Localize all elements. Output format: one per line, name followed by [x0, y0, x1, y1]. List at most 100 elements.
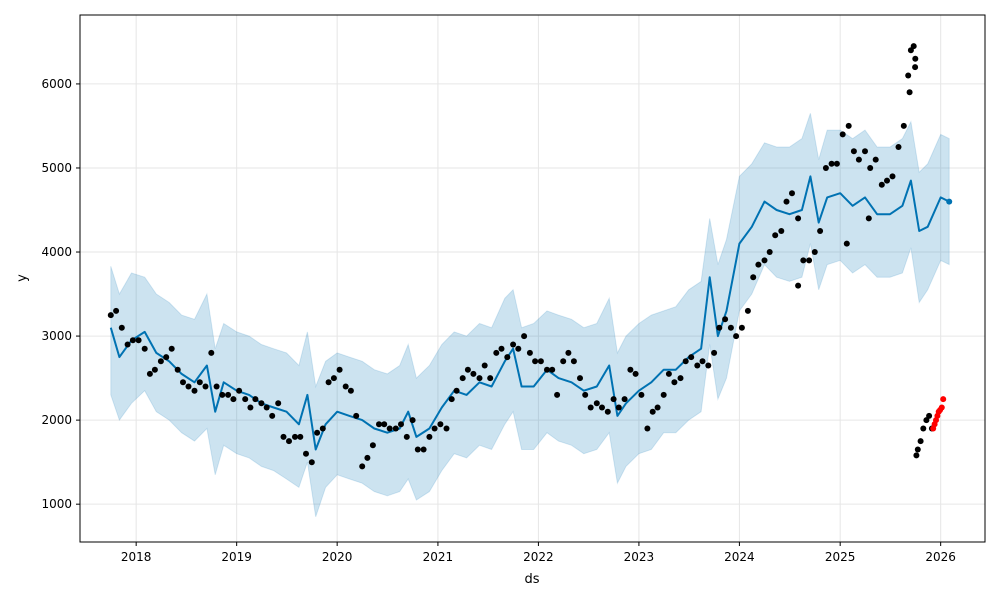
observed-point [839, 131, 846, 138]
observed-point [828, 160, 835, 167]
y-tick-label: 5000 [41, 161, 72, 175]
observed-point [493, 349, 500, 356]
x-tick-label: 2021 [423, 550, 454, 564]
observed-point [297, 433, 304, 440]
observed-point [213, 383, 220, 390]
observed-point [867, 165, 874, 171]
observed-point [910, 43, 917, 50]
observed-point [711, 349, 718, 356]
observed-point [872, 156, 879, 163]
observed-point [694, 362, 701, 369]
observed-point [476, 375, 483, 382]
observed-point [565, 349, 572, 356]
observed-point [319, 425, 326, 432]
observed-point [376, 421, 382, 428]
observed-point [225, 391, 232, 398]
observed-point [247, 404, 254, 411]
y-tick-label: 6000 [41, 77, 72, 91]
observed-point [884, 177, 890, 184]
observed-point [644, 425, 651, 432]
observed-point [252, 396, 259, 403]
observed-point [913, 452, 920, 459]
observed-point [168, 345, 175, 352]
y-tick-label: 2000 [41, 413, 72, 427]
observed-point [242, 396, 249, 403]
observed-point [738, 324, 745, 331]
observed-point [926, 412, 933, 419]
observed-point [843, 240, 850, 247]
observed-point [833, 160, 840, 167]
observed-point [544, 366, 550, 373]
observed-point [855, 156, 862, 163]
observed-point [920, 425, 927, 432]
observed-point [386, 425, 393, 432]
observed-point [632, 370, 639, 377]
x-tick-label: 2026 [925, 550, 956, 564]
observed-point [353, 412, 360, 419]
observed-point [263, 404, 270, 411]
plot-frame [79, 14, 986, 543]
x-tick-label: 2025 [825, 550, 856, 564]
y-tick-label: 1000 [41, 497, 72, 511]
observed-point [191, 387, 198, 394]
y-tick-label: 4000 [41, 245, 72, 259]
observed-point [850, 148, 857, 155]
observed-point [510, 341, 517, 348]
observed-point [682, 358, 689, 365]
observed-point [236, 387, 243, 394]
observed-point [180, 379, 186, 386]
observed-point [615, 404, 622, 411]
observed-point [113, 307, 120, 314]
observed-point [906, 89, 913, 96]
observed-point [627, 366, 634, 373]
observed-point [862, 148, 868, 155]
observed-point [330, 375, 337, 382]
observed-point [593, 400, 600, 407]
x-tick-label: 2019 [221, 550, 252, 564]
observed-point [795, 215, 802, 222]
observed-point [151, 366, 158, 373]
observed-point [705, 362, 712, 369]
observed-point [665, 370, 672, 377]
grid-layer [80, 15, 985, 542]
observed-point [275, 400, 282, 407]
observed-point [521, 333, 528, 340]
observed-point [772, 232, 779, 239]
observed-point [914, 446, 921, 453]
observed-point [917, 438, 924, 445]
x-tick-label: 2018 [121, 550, 152, 564]
observed-point [577, 375, 583, 382]
observed-point [677, 375, 684, 382]
observed-point [638, 391, 645, 398]
observed-point [822, 165, 829, 171]
observed-point [202, 383, 209, 390]
observed-point [196, 379, 203, 386]
observed-point [146, 370, 153, 377]
observed-point [744, 307, 751, 314]
observed-point [599, 404, 605, 411]
observed-point [129, 337, 136, 344]
uncertainty-band [110, 113, 950, 517]
observed-point [342, 383, 349, 390]
observed-point [498, 345, 505, 352]
observed-point [582, 391, 589, 398]
observed-point [889, 173, 896, 180]
x-tick-label: 2023 [624, 550, 655, 564]
observed-point [230, 396, 237, 403]
observed-point [895, 144, 902, 150]
observed-point [280, 433, 287, 440]
y-tick-label: 3000 [41, 329, 72, 343]
observed-point [292, 433, 298, 440]
observed-point [878, 181, 885, 188]
observed-point [761, 257, 768, 264]
observed-point [448, 396, 455, 403]
observed-point [453, 387, 460, 394]
highlighted-point [938, 404, 945, 411]
observed-point [727, 324, 734, 331]
observed-point [504, 354, 511, 361]
observed-point [325, 379, 332, 386]
observed-point [621, 396, 628, 403]
observed-point [532, 358, 539, 365]
observed-point [688, 354, 695, 361]
